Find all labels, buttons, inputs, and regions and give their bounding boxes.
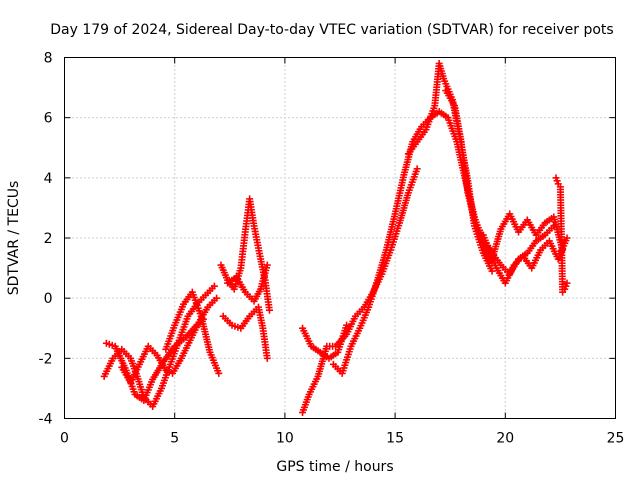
x-tick-label: 15 xyxy=(386,431,404,447)
data-point xyxy=(343,321,351,329)
data-point xyxy=(215,369,223,377)
data-point xyxy=(210,282,218,290)
data-point xyxy=(488,267,496,275)
x-tick-label: 5 xyxy=(170,431,179,447)
series-track-g xyxy=(224,261,271,305)
y-tick-label: 0 xyxy=(44,291,53,307)
data-point xyxy=(563,234,571,242)
y-axis-label: SDTVAR / TECUs xyxy=(6,181,22,296)
data-point xyxy=(165,368,173,376)
series-track-m xyxy=(479,210,567,263)
axis-ticks: 0 5 10 15 20 25 -4 -2 0 2 4 6 8 xyxy=(39,51,625,447)
data-point xyxy=(265,306,273,314)
y-tick-label: 4 xyxy=(44,171,53,187)
x-tick-label: 20 xyxy=(496,431,514,447)
series-track-f xyxy=(219,303,271,362)
chart-title: Day 179 of 2024, Sidereal Day-to-day VTE… xyxy=(50,22,613,38)
y-tick-label: -4 xyxy=(39,412,53,428)
y-tick-label: -2 xyxy=(39,351,53,367)
data-point xyxy=(563,279,571,287)
data-point xyxy=(263,261,271,269)
y-tick-label: 6 xyxy=(44,111,53,127)
x-tick-label: 25 xyxy=(607,431,625,447)
series-track-k xyxy=(404,60,496,275)
series-track-i xyxy=(299,321,351,362)
data-point xyxy=(413,165,421,173)
y-tick-label: 8 xyxy=(44,51,53,67)
x-tick-label: 10 xyxy=(276,431,294,447)
series-track-c xyxy=(118,294,221,386)
data-point xyxy=(162,366,170,374)
series-track-h xyxy=(299,165,421,416)
series-track-e xyxy=(217,195,273,314)
x-tick-label: 0 xyxy=(60,431,69,447)
series-track-d xyxy=(162,288,223,377)
data-points xyxy=(100,60,571,416)
data-point xyxy=(213,294,221,302)
series-track-n xyxy=(484,234,571,287)
data-point xyxy=(263,354,271,362)
series-track-o xyxy=(552,174,571,296)
x-axis-label: GPS time / hours xyxy=(276,459,393,475)
y-tick-label: 2 xyxy=(44,231,53,247)
grid-lines xyxy=(64,57,616,419)
series-track-b xyxy=(102,315,207,404)
